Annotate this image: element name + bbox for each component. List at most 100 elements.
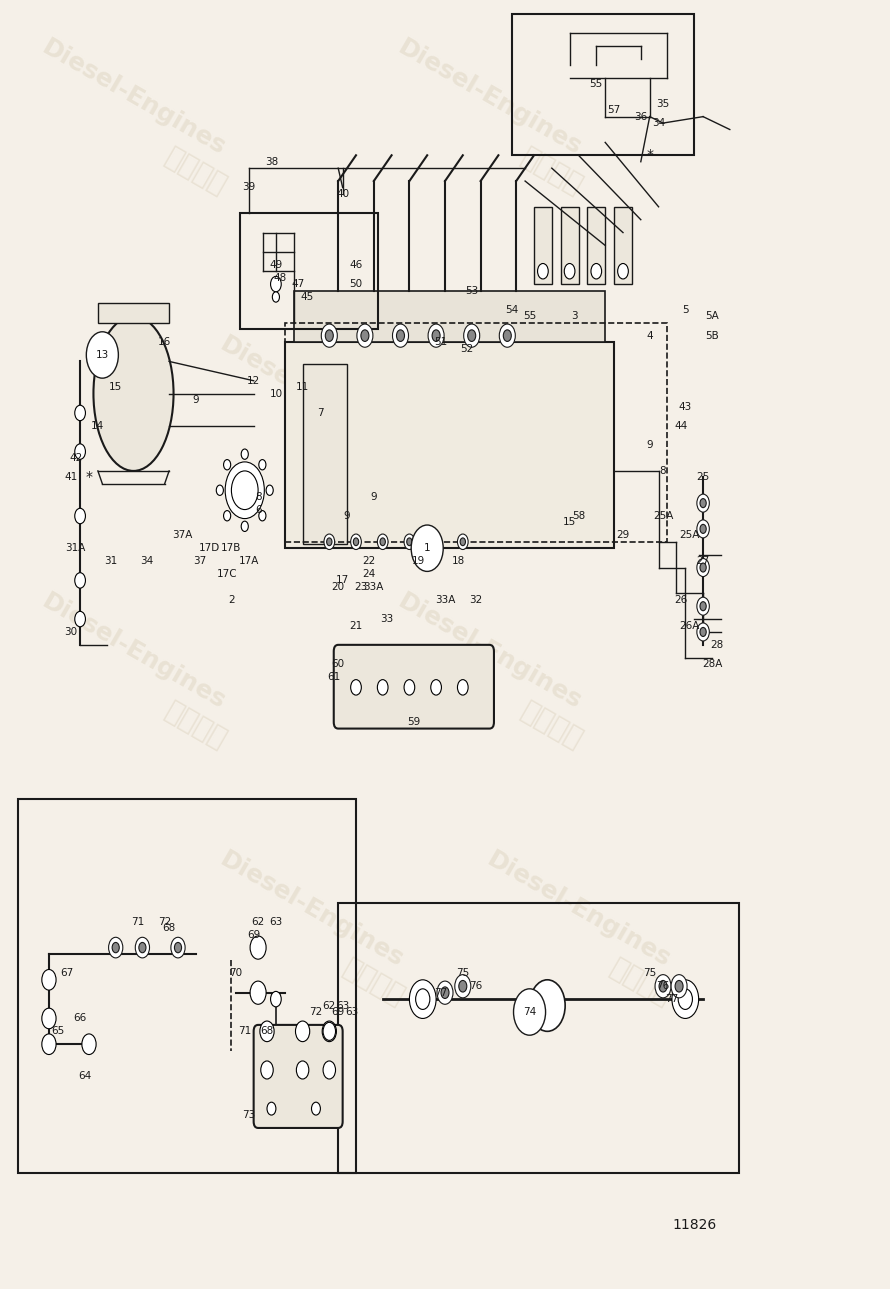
Bar bbox=[285, 322, 668, 541]
Circle shape bbox=[377, 534, 388, 549]
Circle shape bbox=[455, 974, 471, 998]
Text: 75: 75 bbox=[457, 968, 469, 978]
Text: Diesel-Engines: Diesel-Engines bbox=[215, 331, 408, 456]
Text: 50: 50 bbox=[350, 280, 362, 289]
Circle shape bbox=[380, 538, 385, 545]
Text: 63: 63 bbox=[270, 916, 282, 927]
Circle shape bbox=[392, 324, 409, 347]
Text: 31A: 31A bbox=[66, 543, 85, 553]
Circle shape bbox=[460, 538, 465, 545]
Text: 6: 6 bbox=[255, 504, 262, 514]
Circle shape bbox=[538, 263, 548, 278]
Text: 23: 23 bbox=[354, 581, 367, 592]
Text: 10: 10 bbox=[270, 388, 282, 398]
Circle shape bbox=[261, 1061, 273, 1079]
Circle shape bbox=[225, 461, 264, 518]
Circle shape bbox=[241, 449, 248, 459]
Circle shape bbox=[697, 597, 709, 615]
Text: 69: 69 bbox=[247, 929, 260, 940]
Circle shape bbox=[112, 942, 119, 953]
Text: 54: 54 bbox=[506, 305, 518, 315]
FancyBboxPatch shape bbox=[254, 1025, 343, 1128]
Text: 30: 30 bbox=[65, 626, 77, 637]
Circle shape bbox=[377, 679, 388, 695]
Text: Diesel-Engines: Diesel-Engines bbox=[482, 847, 675, 972]
Text: 48: 48 bbox=[274, 273, 287, 282]
Text: 柴发动力: 柴发动力 bbox=[605, 954, 676, 1012]
Text: 15: 15 bbox=[563, 517, 576, 527]
Text: 11826: 11826 bbox=[672, 1218, 716, 1231]
Text: 8: 8 bbox=[659, 465, 667, 476]
Circle shape bbox=[530, 980, 565, 1031]
Text: 34: 34 bbox=[652, 119, 665, 128]
Text: Diesel-Engines: Diesel-Engines bbox=[393, 589, 586, 714]
Text: 52: 52 bbox=[461, 344, 473, 353]
Circle shape bbox=[404, 679, 415, 695]
Circle shape bbox=[397, 330, 404, 342]
Circle shape bbox=[75, 443, 85, 459]
Text: 65: 65 bbox=[52, 1026, 64, 1036]
Text: 15: 15 bbox=[109, 382, 122, 392]
Circle shape bbox=[416, 989, 430, 1009]
Circle shape bbox=[135, 937, 150, 958]
Circle shape bbox=[700, 499, 707, 508]
Text: 63: 63 bbox=[345, 1007, 358, 1017]
Text: 7: 7 bbox=[317, 407, 324, 418]
Circle shape bbox=[75, 611, 85, 626]
Circle shape bbox=[75, 508, 85, 523]
Circle shape bbox=[267, 1102, 276, 1115]
Text: 21: 21 bbox=[350, 620, 362, 630]
Text: 5B: 5B bbox=[705, 331, 719, 340]
Circle shape bbox=[241, 521, 248, 531]
Text: 37A: 37A bbox=[173, 530, 192, 540]
Text: 74: 74 bbox=[523, 1007, 536, 1017]
FancyBboxPatch shape bbox=[534, 206, 552, 284]
Circle shape bbox=[697, 494, 709, 512]
Text: 59: 59 bbox=[408, 717, 420, 727]
Text: 柴发动力: 柴发动力 bbox=[338, 954, 409, 1012]
Text: 19: 19 bbox=[412, 556, 425, 566]
Circle shape bbox=[457, 679, 468, 695]
Circle shape bbox=[327, 538, 332, 545]
Text: 8: 8 bbox=[255, 491, 262, 501]
Circle shape bbox=[216, 485, 223, 495]
Circle shape bbox=[324, 534, 335, 549]
Text: 60: 60 bbox=[332, 659, 344, 669]
Text: 77: 77 bbox=[666, 994, 678, 1004]
Text: 46: 46 bbox=[350, 260, 362, 269]
Circle shape bbox=[250, 981, 266, 1004]
Text: 18: 18 bbox=[452, 556, 465, 566]
Text: 41: 41 bbox=[65, 472, 77, 482]
Bar bbox=[240, 213, 378, 329]
Text: 53: 53 bbox=[465, 286, 478, 295]
Circle shape bbox=[326, 330, 333, 342]
Circle shape bbox=[322, 1021, 336, 1042]
Text: 柴发动力: 柴发动力 bbox=[516, 142, 587, 200]
Circle shape bbox=[271, 276, 281, 291]
Circle shape bbox=[250, 936, 266, 959]
Circle shape bbox=[432, 330, 440, 342]
Text: 25: 25 bbox=[697, 472, 709, 482]
Text: 45: 45 bbox=[301, 293, 313, 302]
Text: Diesel-Engines: Diesel-Engines bbox=[393, 36, 586, 160]
Text: 17C: 17C bbox=[216, 568, 238, 579]
Text: 72: 72 bbox=[158, 916, 171, 927]
Text: 14: 14 bbox=[92, 420, 104, 431]
Text: 28: 28 bbox=[710, 639, 723, 650]
FancyBboxPatch shape bbox=[561, 206, 579, 284]
Circle shape bbox=[351, 534, 361, 549]
FancyBboxPatch shape bbox=[614, 206, 632, 284]
Text: 61: 61 bbox=[328, 672, 340, 682]
Circle shape bbox=[266, 485, 273, 495]
Circle shape bbox=[260, 1021, 274, 1042]
Text: *: * bbox=[85, 470, 93, 485]
Text: 5: 5 bbox=[682, 305, 689, 315]
Text: 33A: 33A bbox=[364, 581, 384, 592]
Text: 64: 64 bbox=[78, 1071, 91, 1081]
Text: 36: 36 bbox=[635, 112, 647, 121]
Circle shape bbox=[75, 405, 85, 420]
Text: Diesel-Engines: Diesel-Engines bbox=[393, 331, 586, 456]
Text: 76: 76 bbox=[657, 981, 669, 991]
Text: 69: 69 bbox=[332, 1007, 344, 1017]
Text: 柴发动力: 柴发动力 bbox=[160, 142, 231, 200]
